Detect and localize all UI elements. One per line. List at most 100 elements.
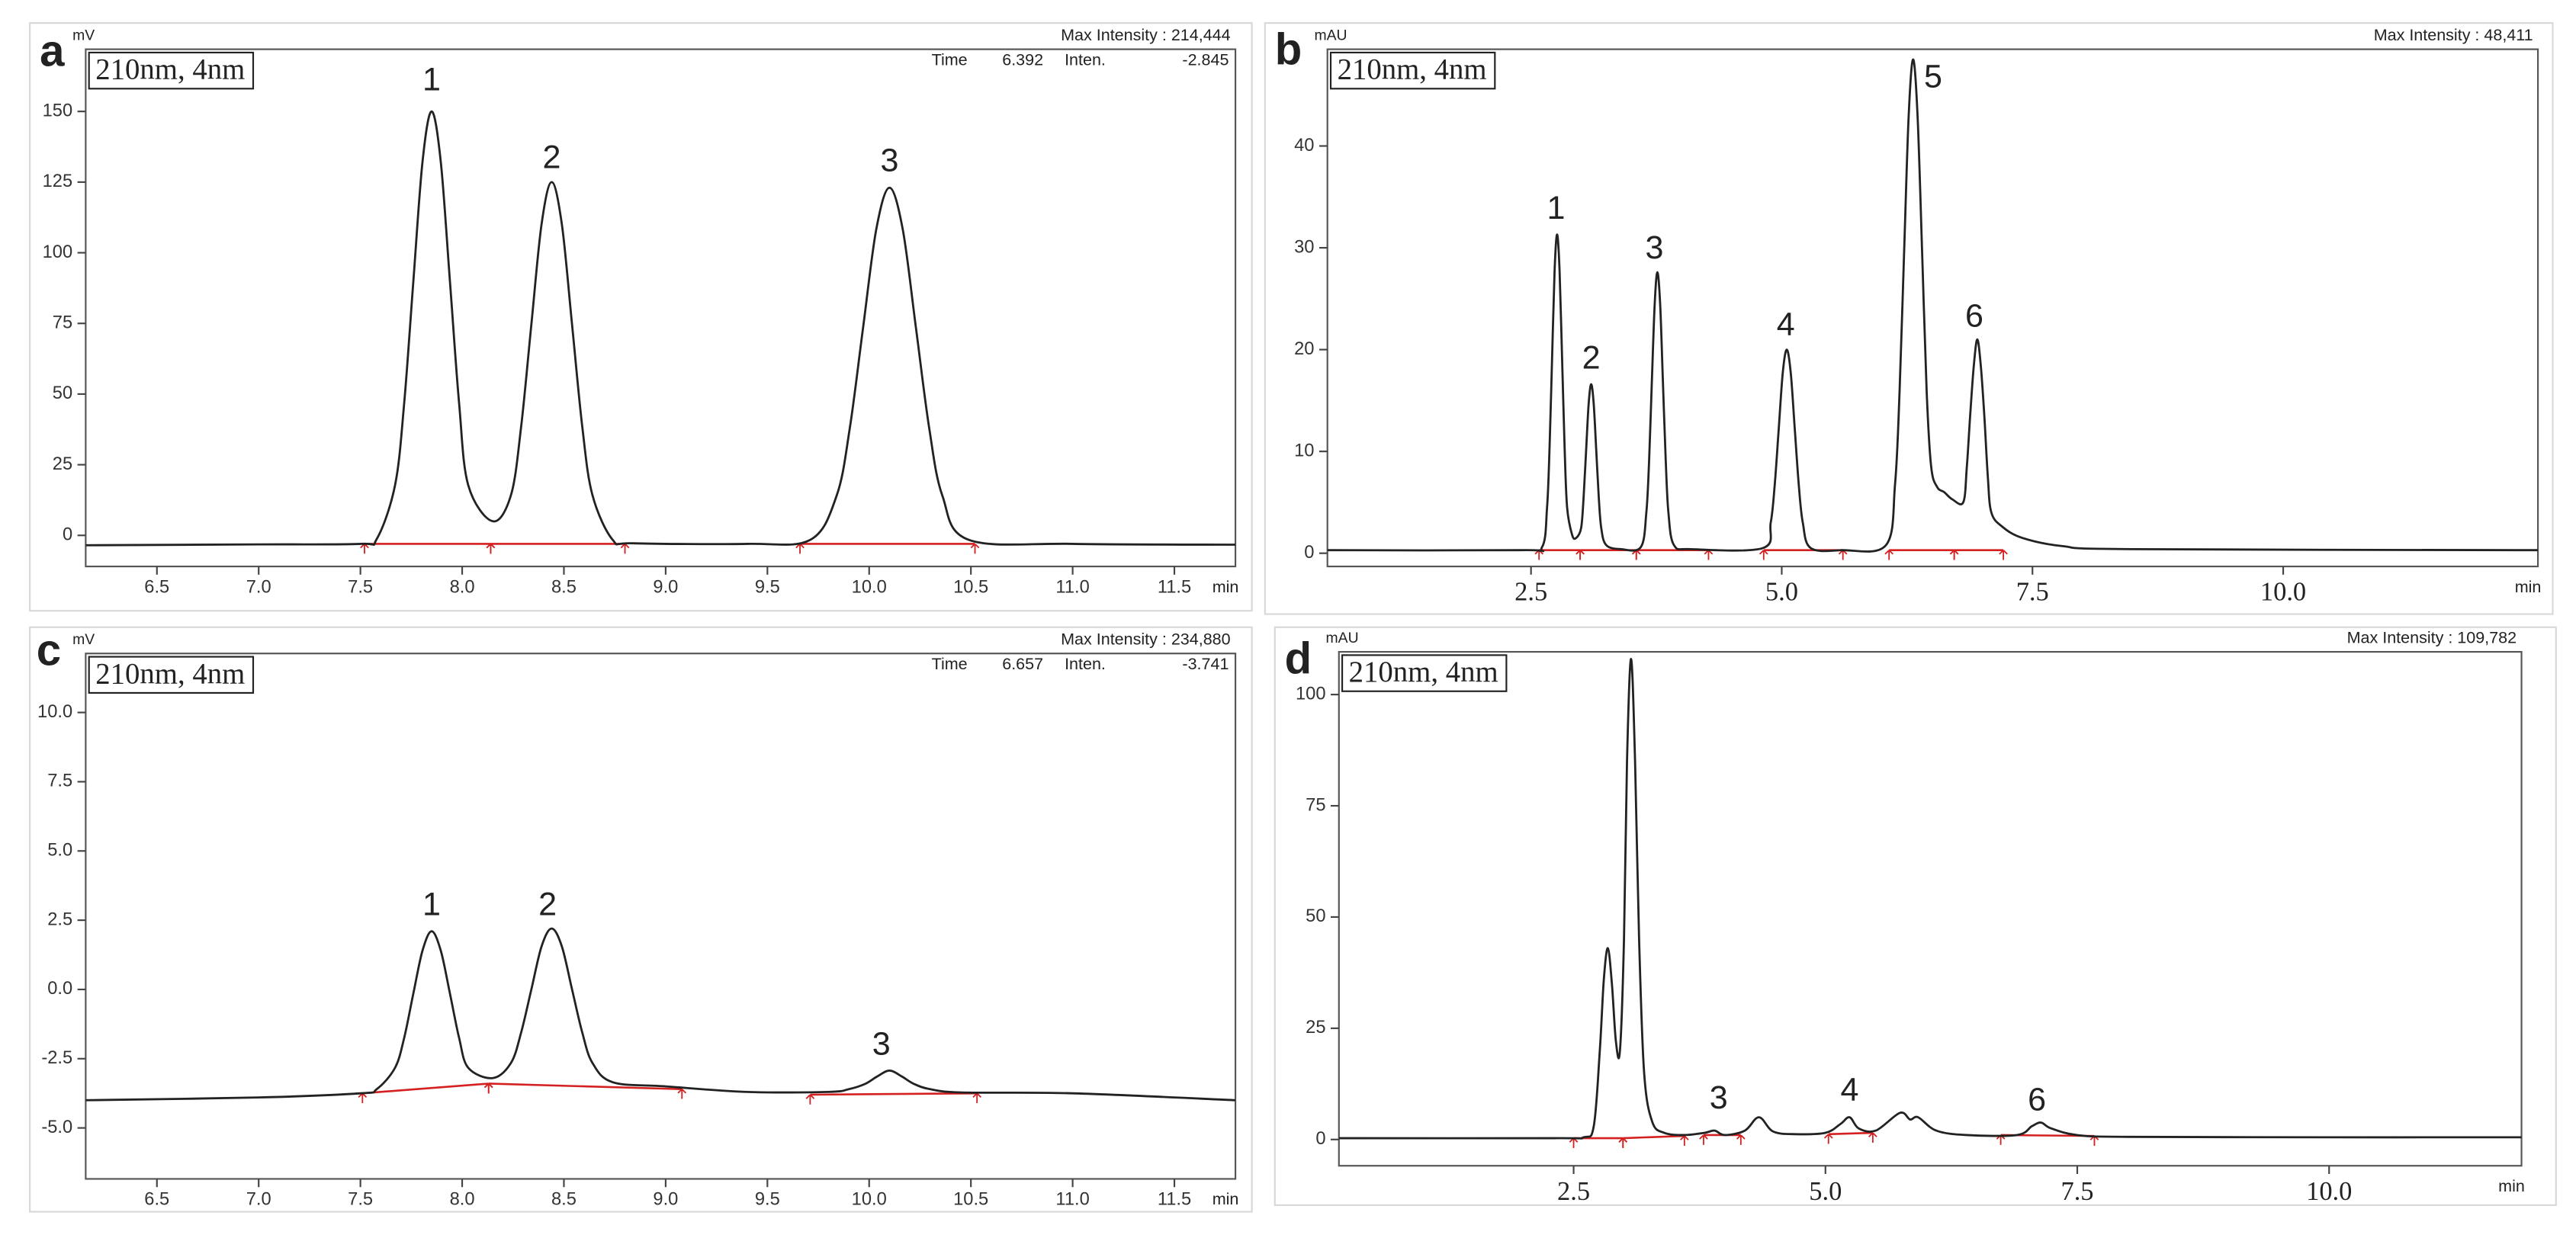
x-tick-label: 9.5 [755,1190,780,1210]
peak-label: 6 [1965,298,1983,335]
x-tick-label: 9.5 [755,577,780,597]
x-unit: min [1213,1190,1239,1208]
peak-label: 4 [1777,306,1795,342]
y-tick-label: 2.5 [47,909,72,929]
x-tick-label: 7.5 [348,1190,373,1210]
x-tick-label: 10.5 [953,1190,988,1210]
integration-baseline [810,1092,977,1095]
x-tick-label: 7.0 [246,1190,271,1210]
peak-label: 3 [872,1025,891,1062]
y-tick-label: 0 [1304,543,1314,563]
x-tick-label: 2.5 [1514,578,1547,607]
x-tick-label: 5.0 [1809,1177,1842,1206]
cursor-inten: -2.845 [1182,50,1229,69]
panel-letter: c [37,626,61,675]
y-tick-label: 30 [1294,237,1314,257]
x-tick-label: 8.0 [450,577,475,597]
chromatogram-line [1338,658,2522,1140]
x-tick-label: 11.5 [1158,1190,1191,1210]
x-tick-label: 7.5 [2016,578,2049,607]
x-tick-label: 9.0 [653,1190,678,1210]
x-unit: min [2515,578,2542,596]
peak-label: 1 [422,62,441,98]
wavelength-box [88,51,255,90]
y-tick-label: 75 [53,313,72,333]
integration-baseline [362,1082,488,1093]
peak-label: 4 [1841,1072,1859,1108]
y-tick-label: 25 [1306,1018,1325,1038]
x-tick-label: 10.0 [852,577,887,597]
x-tick-label: 5.0 [1765,578,1798,607]
x-tick-label: 8.0 [450,1190,475,1210]
integration-baseline [489,1082,683,1089]
plot-area [85,653,1237,1180]
x-tick-label: 7.0 [246,577,271,597]
plot-area [85,48,1237,568]
cursor-time: 6.657 [1002,655,1043,673]
chromatogram-line [1327,58,2539,553]
x-tick-label: 6.5 [144,577,169,597]
wavelength: 210nm, 4nm [95,53,245,86]
x-tick-label: 10.5 [953,577,988,597]
y-tick-label: 10 [1294,441,1314,460]
y-tick-label: 125 [43,172,73,191]
peak-label: 1 [422,886,441,922]
cursor-inten: -3.741 [1182,655,1229,673]
y-tick-label: 75 [1306,795,1325,815]
y-tick-label: 100 [43,242,73,262]
wavelength-box [1329,51,1496,90]
y-tick-label: 20 [1294,339,1314,359]
y-tick-label: 0.0 [47,979,72,999]
x-tick-label: 7.5 [348,577,373,597]
y-tick-label: 100 [1296,684,1326,704]
max-intensity: Max Intensity : 48,411 [2374,26,2533,44]
max-intensity: Max Intensity : 214,444 [1061,26,1230,44]
integration-baseline [1623,1134,1685,1138]
y-unit: mV [72,27,95,44]
x-tick-label: 8.5 [551,1190,577,1210]
y-tick-label: -2.5 [41,1048,72,1068]
chromatogram-line [85,110,1236,547]
y-tick-label: 50 [53,383,72,403]
y-unit: mAU [1314,27,1347,44]
panel-letter: b [1275,24,1302,74]
y-tick-label: 5.0 [47,841,72,861]
x-unit: min [2498,1177,2525,1195]
peak-label: 3 [880,142,898,178]
x-tick-label: 7.5 [2060,1177,2093,1206]
y-unit: mV [72,631,95,648]
y-tick-label: 7.5 [47,771,72,791]
x-tick-label: 10.0 [2306,1177,2352,1206]
wavelength-box [88,656,255,694]
peak-label: 2 [1582,339,1601,376]
y-tick-label: -5.0 [41,1118,72,1137]
wavelength: 210nm, 4nm [95,657,245,690]
x-tick-label: 11.0 [1055,577,1089,597]
cursor-inten-label: Inten. [1065,50,1106,69]
y-tick-label: 10.0 [37,702,72,722]
peak-label: 6 [2028,1082,2046,1118]
y-unit: mAU [1326,630,1359,646]
x-tick-label: 6.5 [144,1190,169,1210]
y-tick-label: 0 [1315,1129,1325,1149]
wavelength: 210nm, 4nm [1349,656,1498,688]
wavelength-box [1341,654,1508,692]
chromatogram-line [85,927,1236,1102]
peak-label: 2 [542,140,560,176]
panel-letter: d [1285,633,1312,683]
y-tick-label: 50 [1306,906,1325,926]
peak-label: 1 [1547,190,1566,226]
plot-area [1326,48,2539,568]
peak-label: 5 [1924,59,1942,95]
peak-label: 3 [1710,1079,1728,1116]
y-tick-label: 40 [1294,136,1314,156]
wavelength: 210nm, 4nm [1338,53,1487,86]
plot-area [1338,651,2523,1167]
peak-label: 2 [538,886,557,922]
max-intensity: Max Intensity : 234,880 [1061,630,1230,649]
x-tick-label: 11.5 [1158,577,1191,597]
x-tick-label: 2.5 [1557,1177,1590,1206]
integration-baseline [1829,1131,1873,1134]
